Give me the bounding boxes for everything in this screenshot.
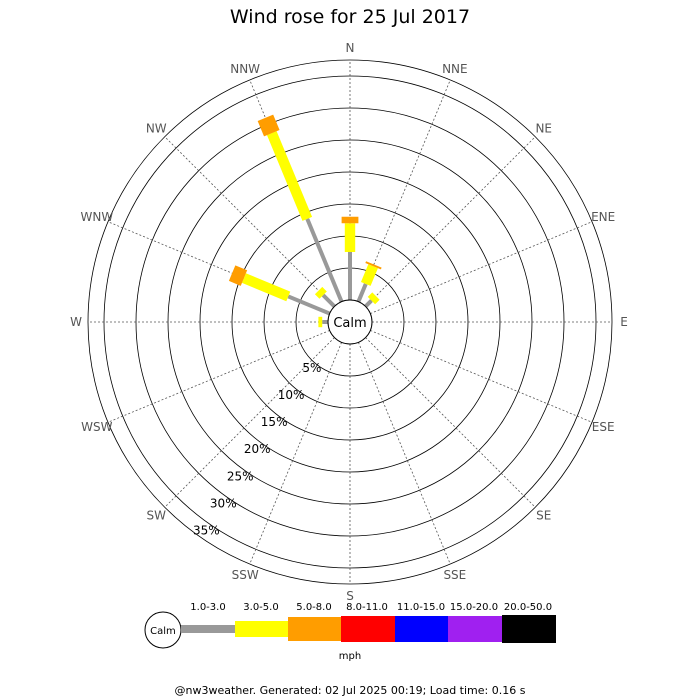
direction-label-nnw: NNW <box>230 62 260 76</box>
direction-label-ese: ESE <box>592 420 615 434</box>
direction-label-ssw: SSW <box>232 568 259 582</box>
bar-segment-wnw-2 <box>228 265 248 286</box>
footer-text: @nw3weather. Generated: 02 Jul 2025 00:1… <box>174 684 526 697</box>
spoke-wsw <box>107 330 330 423</box>
spoke-nw <box>164 136 335 307</box>
direction-label-wsw: WSW <box>81 420 112 434</box>
bar-nne <box>356 261 382 303</box>
spoke-ssw <box>249 342 342 565</box>
spoke-ene <box>370 221 593 314</box>
direction-label-w: W <box>70 315 82 329</box>
bar-segment-nne-1 <box>360 264 378 286</box>
spoke-sse <box>358 342 451 565</box>
direction-label-wnw: WNW <box>80 210 113 224</box>
bar-segment-wnw-1 <box>241 273 291 302</box>
direction-label-nw: NW <box>146 121 167 135</box>
direction-label-sw: SW <box>147 509 167 523</box>
direction-label-s: S <box>346 589 354 603</box>
tick-label-20: 20% <box>244 442 271 456</box>
calm-circle-shape <box>327 299 373 345</box>
tick-label-35: 35% <box>193 524 220 538</box>
legend-label-5: 15.0-20.0 <box>450 602 498 613</box>
legend-swatch-3 <box>341 616 395 642</box>
spoke-se <box>365 337 536 508</box>
bar-ne <box>364 292 380 308</box>
legend-label-2: 5.0-8.0 <box>296 602 331 613</box>
calm-circle: Calm <box>327 299 373 345</box>
grid-circle-outer <box>87 59 613 585</box>
speed-legend: Calm 1.0-3.0 3.0-5.0 5.0-8.0 8.0-11.0 11.0-1… <box>144 602 556 662</box>
bar-segment-nnw-1 <box>266 131 313 221</box>
spoke-ne <box>365 136 536 307</box>
bar-segment-wnw-0 <box>287 294 331 316</box>
legend-label-0: 1.0-3.0 <box>190 602 225 613</box>
direction-label-nne: NNE <box>442 62 468 76</box>
direction-label-sse: SSE <box>443 568 466 582</box>
wind-bars <box>228 114 382 328</box>
bar-segment-nne-0 <box>356 283 368 303</box>
legend-unit: mph <box>339 651 361 662</box>
bar-segment-nw-0 <box>321 293 336 308</box>
bar-segment-nnw-0 <box>305 218 344 303</box>
bar-segment-ne-1 <box>367 292 380 305</box>
tick-label-5: 5% <box>302 361 321 375</box>
bar-segment-nne-2 <box>365 261 382 270</box>
bar-segment-nnw-2 <box>257 114 280 137</box>
tick-label-30: 30% <box>210 496 237 510</box>
legend-swatch-4 <box>395 616 448 642</box>
chart-title: Wind rose for 25 Jul 2017 <box>230 6 470 28</box>
bar-wnw <box>228 265 331 316</box>
radial-tick-labels: 5% 10% 15% 20% 25% 30% 35% <box>193 361 321 538</box>
legend-swatch-6 <box>502 615 556 643</box>
direction-labels: N NNE NE ENE E ESE SE SSE S SSW SW WSW W WNW NW NNW <box>70 41 628 603</box>
calm-label: Calm <box>333 316 366 331</box>
tick-label-10: 10% <box>278 388 305 402</box>
bar-segment-ne-0 <box>364 299 373 308</box>
direction-label-ne: NE <box>535 121 552 135</box>
legend-calm-label: Calm <box>150 626 176 637</box>
legend-swatch-1 <box>235 621 288 637</box>
legend-swatch-5 <box>448 616 502 642</box>
direction-label-ene: ENE <box>591 210 615 224</box>
legend-label-3: 8.0-11.0 <box>346 602 388 613</box>
legend-label-6: 20.0-50.0 <box>504 602 552 613</box>
legend-swatch-0 <box>181 625 235 633</box>
tick-label-25: 25% <box>227 469 254 483</box>
legend-label-4: 11.0-15.0 <box>397 602 445 613</box>
direction-spokes <box>88 60 612 584</box>
bar-nw <box>314 286 336 308</box>
direction-label-n: N <box>346 41 355 55</box>
legend-swatch-2 <box>288 617 341 641</box>
legend-label-1: 3.0-5.0 <box>243 602 278 613</box>
bar-segment-nw-1 <box>314 286 327 299</box>
spoke-ese <box>370 330 593 423</box>
bar-nnw <box>257 114 344 303</box>
direction-label-e: E <box>620 315 628 329</box>
spoke-sw <box>164 337 335 508</box>
direction-label-se: SE <box>536 509 551 523</box>
tick-label-15: 15% <box>261 415 288 429</box>
